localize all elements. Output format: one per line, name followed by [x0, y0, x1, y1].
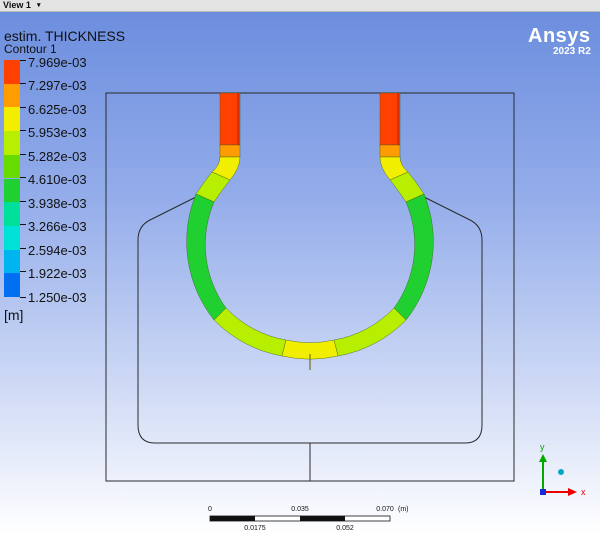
- y-axis-label: y: [540, 442, 545, 452]
- legend-swatch-3: [4, 131, 20, 155]
- view-title-bar[interactable]: View 1 ▾: [0, 0, 600, 12]
- contour-variable-title: estim. THICKNESS: [4, 28, 126, 44]
- legend-tick: [20, 224, 26, 225]
- origin-marker: [540, 489, 546, 495]
- scale-label-top: 0: [208, 506, 212, 513]
- legend-label: 5.282e-03: [28, 149, 87, 164]
- legend-swatch-0: [4, 60, 20, 84]
- legend-tick: [20, 177, 26, 178]
- ansys-version: 2023 R2: [553, 46, 591, 57]
- scale-bar-seg-3: [300, 516, 345, 521]
- legend-swatch-7: [4, 225, 20, 250]
- legend-label: 3.266e-03: [28, 219, 87, 234]
- legend-tick: [20, 297, 26, 298]
- x-axis-arrowhead: [568, 488, 577, 496]
- legend-swatch-4: [4, 154, 20, 179]
- legend-tick: [20, 271, 26, 272]
- domain-outline: [105, 92, 515, 482]
- legend-label: 3.938e-03: [28, 196, 87, 211]
- ansys-logo: Ansys: [528, 25, 591, 47]
- legend-tick: [20, 60, 26, 61]
- thickness-contour-part[interactable]: [186, 92, 434, 370]
- axis-triad[interactable]: y x: [539, 442, 586, 497]
- legend-swatch-2: [4, 107, 20, 132]
- scale-label-bottom: 0.0175: [244, 525, 266, 532]
- legend-swatch-9: [4, 273, 20, 297]
- scale-label-top: 0.035: [291, 506, 309, 513]
- legend-label: 4.610e-03: [28, 172, 87, 187]
- legend-tick: [20, 107, 26, 108]
- ring-left-side: [186, 193, 227, 321]
- view-title: View 1: [3, 0, 31, 10]
- legend-label: 1.250e-03: [28, 290, 87, 305]
- legend-unit: [m]: [4, 307, 24, 323]
- left-wall-top-segment: [219, 92, 241, 146]
- right-wall-mid-segment: [379, 144, 401, 158]
- legend-tick: [20, 83, 26, 84]
- contour-name: Contour 1: [4, 42, 57, 56]
- scale-label-bottom: 0.052: [336, 525, 354, 532]
- legend-label: 7.297e-03: [28, 78, 87, 93]
- legend-label: 7.969e-03: [28, 55, 87, 70]
- ring-right-side: [393, 193, 434, 321]
- legend-label: 6.625e-03: [28, 102, 87, 117]
- legend-swatch-1: [4, 83, 20, 108]
- x-axis-label: x: [581, 487, 586, 497]
- right-wall-top-segment: [379, 92, 401, 146]
- legend-tick: [20, 154, 26, 155]
- ring-lower-right: [333, 307, 407, 357]
- view-menu-chevron-down-icon[interactable]: ▾: [37, 2, 41, 9]
- ring-bottom: [281, 339, 339, 360]
- left-wall-mid-segment: [219, 144, 241, 158]
- legend-tick: [20, 130, 26, 131]
- scale-bar-seg-1: [210, 516, 255, 521]
- z-axis-dot: [558, 469, 564, 475]
- legend-tick: [20, 201, 26, 202]
- scale-bar: 0 0.035 0.070 (m) 0.0175 0.052: [208, 506, 408, 532]
- y-axis-arrowhead: [539, 454, 547, 462]
- legend-swatch-5: [4, 178, 20, 203]
- graphics-viewport[interactable]: [0, 12, 600, 534]
- scale-unit: (m): [398, 506, 409, 513]
- legend-label: 2.594e-03: [28, 243, 87, 258]
- scale-label-top: 0.070: [376, 506, 394, 513]
- ring-lower-left: [213, 307, 287, 357]
- legend-label: 5.953e-03: [28, 125, 87, 140]
- legend-swatch-6: [4, 202, 20, 226]
- legend-tick: [20, 248, 26, 249]
- legend-label: 1.922e-03: [28, 266, 87, 281]
- color-legend-bar: [4, 60, 20, 298]
- legend-swatch-8: [4, 249, 20, 274]
